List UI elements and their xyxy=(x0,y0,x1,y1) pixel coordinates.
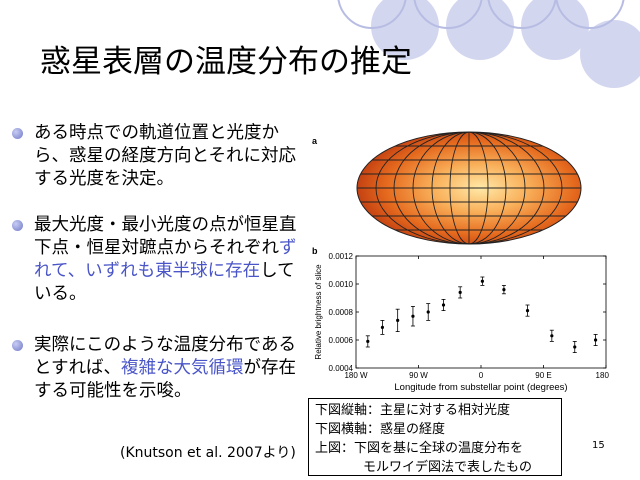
data-point xyxy=(573,345,577,349)
bullet-text-after: が存在する可能性を示唆。 xyxy=(34,358,296,401)
caption-line: 上図：下図を基に全球の温度分布を xyxy=(315,441,524,456)
bullet-text-after: している。 xyxy=(34,261,295,304)
bullet-item: 最大光度・最小光度の点が恒星直下点・恒星対蹠点からそれぞれずれて、いずれも東半球… xyxy=(12,214,302,306)
bullet-icon xyxy=(12,220,23,231)
bullet-item: 実際にこのような温度分布であるとすれば、複雑な大気循環が存在する可能性を示唆。 xyxy=(12,334,302,403)
bullet-item: ある時点での軌道位置と光度から、惑星の経度方向とそれに対応する光度を決定。 xyxy=(12,122,302,191)
data-point xyxy=(441,303,446,307)
bullet-text: ある時点での軌道位置と光度から、惑星の経度方向とそれに対応する光度を決定。 xyxy=(34,123,296,189)
x-tick-label: 180 W xyxy=(344,371,368,380)
data-point xyxy=(380,325,384,329)
data-point xyxy=(458,290,462,294)
plot-frame xyxy=(355,255,607,369)
data-point xyxy=(426,310,430,314)
bullet-icon xyxy=(12,128,23,139)
y-axis-label: Relative brightness of slice xyxy=(314,264,323,360)
map-grid xyxy=(357,132,581,244)
bullet-text: 実際にこのような温度分布であるとすれば、 xyxy=(34,335,296,378)
caption-line: 下図横軸：惑星の経度 xyxy=(315,422,446,437)
data-point xyxy=(411,314,415,318)
panel-b-label: b xyxy=(312,246,318,256)
x-tick-label: 0 xyxy=(479,371,484,380)
x-tick-label: 180 E xyxy=(596,371,610,380)
bullet-list: ある時点での軌道位置と光度から、惑星の経度方向とそれに対応する光度を決定。 最大… xyxy=(12,122,302,426)
page-number: 15 xyxy=(592,440,605,451)
data-point xyxy=(525,309,530,313)
caption-line: 下図縦軸：主星に対する相対光度 xyxy=(315,403,511,418)
data-point xyxy=(593,338,598,342)
data-point xyxy=(550,334,554,338)
x-axis-label: Longitude from substellar point (degrees… xyxy=(394,382,567,393)
y-tick-label: 0.0006 xyxy=(329,336,354,345)
data-point xyxy=(396,318,400,322)
bullet-text: 最大光度・最小光度の点が恒星直下点・恒星対蹠点からそれぞれ xyxy=(34,215,297,258)
data-point xyxy=(366,339,370,343)
figure: a b 0.0004 0.0006 0.0008 0.0010 0.0012 180 W… xyxy=(312,131,610,393)
data-point xyxy=(502,288,506,292)
x-tick-label: 90 W xyxy=(409,371,428,380)
y-tick-label: 0.0004 xyxy=(329,364,354,373)
y-tick-label: 0.0010 xyxy=(329,280,354,289)
bullet-highlight: 複雑な大気循環 xyxy=(120,358,244,378)
mollweide-map xyxy=(356,131,582,245)
y-tick-label: 0.0012 xyxy=(329,252,354,261)
caption-box: 下図縦軸：主星に対する相対光度 下図横軸：惑星の経度 上図：下図を基に全球の温度… xyxy=(308,398,562,476)
bullet-icon xyxy=(12,340,23,351)
decorative-circles xyxy=(337,0,640,88)
y-tick-label: 0.0008 xyxy=(329,308,354,317)
brightness-chart: 0.0004 0.0006 0.0008 0.0010 0.0012 180 W 90 W… xyxy=(314,252,610,393)
bullet-highlight: ずれて、いずれも東半球に存在 xyxy=(34,238,297,281)
caption-line: モルワイデ図法で表したもの xyxy=(363,460,533,475)
slide-title: 惑星表層の温度分布の推定 xyxy=(40,44,412,80)
x-tick-label: 90 E xyxy=(535,371,551,380)
data-point xyxy=(480,279,484,283)
citation: (Knutson et al. 2007より) xyxy=(120,445,296,461)
panel-a-label: a xyxy=(312,136,318,146)
